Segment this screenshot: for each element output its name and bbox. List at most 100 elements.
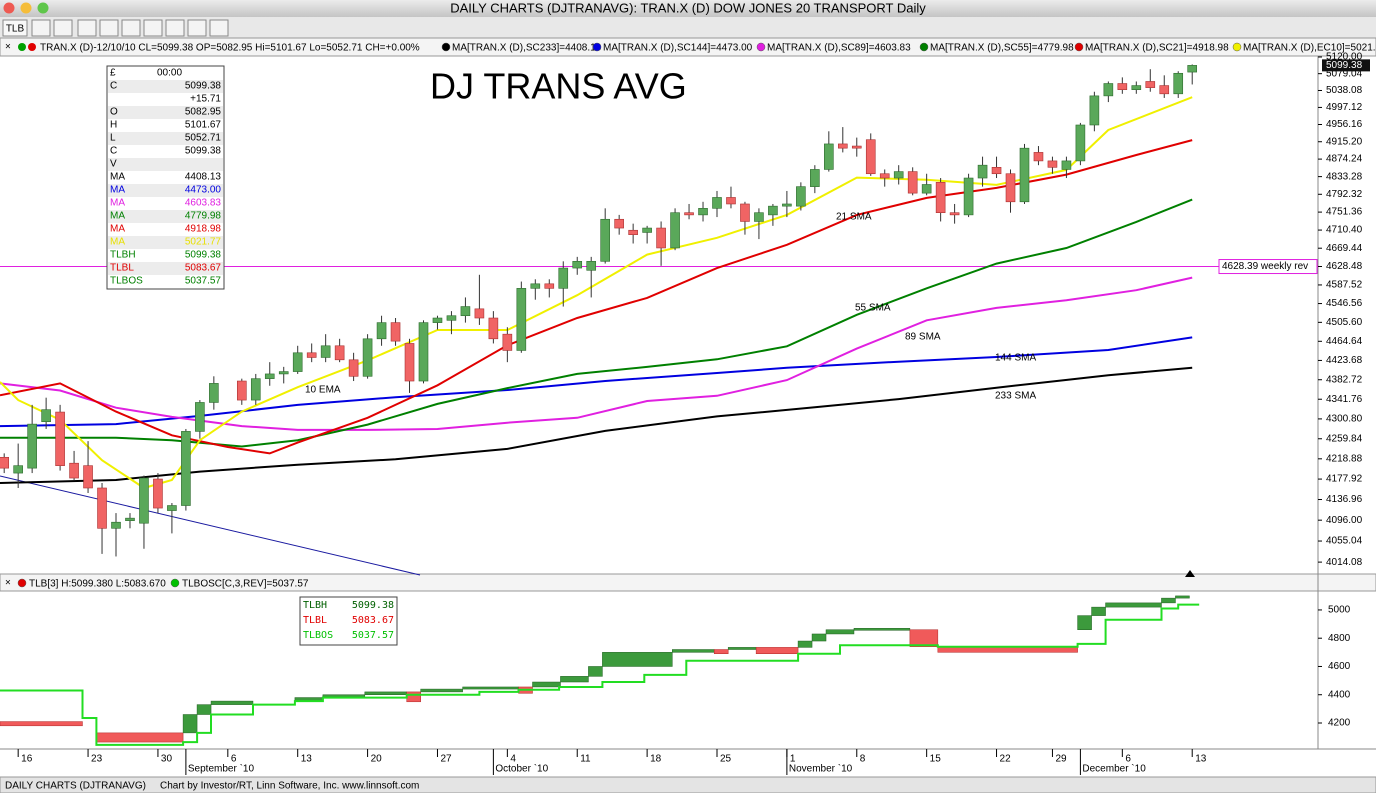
icon[interactable] bbox=[143, 19, 163, 37]
icon[interactable] bbox=[187, 19, 207, 37]
candle-body bbox=[97, 487, 107, 529]
brick bbox=[420, 688, 463, 693]
legend-quote: TRAN.X (D)-12/10/10 CL=5099.38 OP=5082.9… bbox=[40, 43, 420, 54]
ma-annotation: 144 SMA bbox=[995, 353, 1036, 364]
last-price-box bbox=[1322, 59, 1370, 72]
legend-dot bbox=[1074, 42, 1084, 52]
last-price-label: 5099.38 bbox=[1326, 60, 1363, 71]
brick bbox=[0, 721, 83, 727]
candle-body bbox=[782, 203, 792, 207]
legend-entry: MA[TRAN.X (D),SC55]=4779.98 bbox=[930, 43, 1074, 54]
candle-body bbox=[195, 402, 205, 432]
zoom-button[interactable] bbox=[37, 2, 49, 14]
candle-body bbox=[810, 169, 820, 187]
legend-entry: MA[TRAN.X (D),EC10]=5021.77 bbox=[1243, 43, 1376, 54]
value-box-value: 5083.67 bbox=[352, 615, 394, 626]
candle-body bbox=[474, 308, 485, 319]
info-value: 4408.13 bbox=[185, 172, 222, 183]
legend-dot bbox=[28, 43, 36, 51]
info-label: MA bbox=[110, 237, 125, 248]
legend-dot bbox=[756, 42, 766, 52]
info-label: C bbox=[110, 81, 117, 92]
y-tick-label: 4218.88 bbox=[1326, 453, 1363, 464]
icon[interactable] bbox=[209, 19, 229, 37]
value-box-label: TLBOS bbox=[303, 630, 333, 641]
candle-body bbox=[851, 145, 862, 149]
candle-body bbox=[292, 352, 303, 372]
toolbar-button-label[interactable]: TLB bbox=[6, 24, 25, 35]
candle-body bbox=[306, 352, 317, 358]
icon[interactable] bbox=[121, 19, 141, 37]
candle-body bbox=[642, 227, 652, 233]
candle-body bbox=[544, 283, 555, 289]
close-button[interactable] bbox=[3, 2, 15, 14]
brick bbox=[602, 652, 673, 667]
legend-entry: MA[TRAN.X (D),SC21]=4918.98 bbox=[1085, 43, 1229, 54]
info-row-bg bbox=[108, 210, 223, 223]
legend-dot bbox=[18, 43, 26, 51]
y-tick-label: 4710.40 bbox=[1326, 225, 1363, 236]
y-tick-label: 4382.72 bbox=[1326, 374, 1363, 385]
y-tick-label: 4341.76 bbox=[1326, 394, 1363, 405]
info-value: 5099.38 bbox=[185, 250, 222, 261]
info-label: MA bbox=[110, 211, 125, 222]
candle-body bbox=[1005, 173, 1016, 203]
trend-line bbox=[0, 475, 421, 576]
candle-body bbox=[754, 212, 764, 222]
y-tick-label: 5038.08 bbox=[1326, 85, 1363, 96]
candle-body bbox=[516, 288, 527, 351]
candle-body bbox=[893, 171, 904, 179]
y-tick-label: 5079.04 bbox=[1326, 68, 1363, 79]
marker bbox=[1185, 570, 1195, 577]
brick bbox=[588, 666, 603, 677]
close-x[interactable]: × bbox=[5, 42, 11, 53]
icon[interactable] bbox=[99, 19, 119, 37]
candle-body bbox=[502, 333, 513, 351]
info-row-bg bbox=[108, 184, 223, 197]
candle-body bbox=[991, 167, 1002, 175]
y-tick-label: 5000 bbox=[1328, 605, 1351, 616]
brick bbox=[1175, 595, 1190, 599]
y-tick-label: 4400 bbox=[1328, 689, 1351, 700]
info-row-bg bbox=[108, 132, 223, 145]
icon[interactable] bbox=[53, 19, 73, 37]
value-box-value: 5037.57 bbox=[352, 630, 394, 641]
icon[interactable] bbox=[77, 19, 97, 37]
candle-body bbox=[181, 431, 191, 506]
icon[interactable] bbox=[31, 19, 51, 37]
candle-body bbox=[320, 345, 331, 358]
candle-body bbox=[726, 197, 736, 205]
info-label: MA bbox=[110, 172, 125, 183]
x-tick-label: 30 bbox=[161, 754, 173, 765]
icon[interactable] bbox=[165, 19, 185, 37]
y-tick-label: 4915.20 bbox=[1326, 136, 1363, 147]
candle-body bbox=[1131, 85, 1142, 90]
info-label: MA bbox=[110, 224, 125, 235]
candle-body bbox=[1033, 152, 1044, 162]
y-tick-label: 4136.96 bbox=[1326, 494, 1363, 505]
brick bbox=[1161, 597, 1176, 604]
candle-body bbox=[167, 505, 177, 511]
legend-dot bbox=[592, 42, 602, 52]
candle-body bbox=[83, 465, 93, 489]
brick bbox=[755, 647, 799, 654]
x-tick-label: 23 bbox=[91, 754, 103, 765]
candle-body bbox=[139, 477, 149, 524]
minimize-button[interactable] bbox=[20, 2, 32, 14]
candle-body bbox=[530, 283, 541, 289]
brick bbox=[811, 633, 827, 642]
toolbar-button[interactable] bbox=[2, 19, 28, 37]
close-x[interactable]: × bbox=[5, 578, 11, 589]
title-bar bbox=[0, 0, 1376, 17]
legend-dot bbox=[919, 42, 929, 52]
legend-entry: TLB[3] H:5099.380 L:5083.670 bbox=[29, 579, 166, 590]
y-tick-label: 4600 bbox=[1328, 661, 1351, 672]
candle-body bbox=[712, 197, 722, 209]
y-tick-label: 4792.32 bbox=[1326, 189, 1363, 200]
brick bbox=[1077, 615, 1092, 630]
info-label: TLBOS bbox=[110, 276, 143, 287]
brick bbox=[532, 681, 561, 688]
reference-label-box bbox=[1218, 259, 1318, 275]
